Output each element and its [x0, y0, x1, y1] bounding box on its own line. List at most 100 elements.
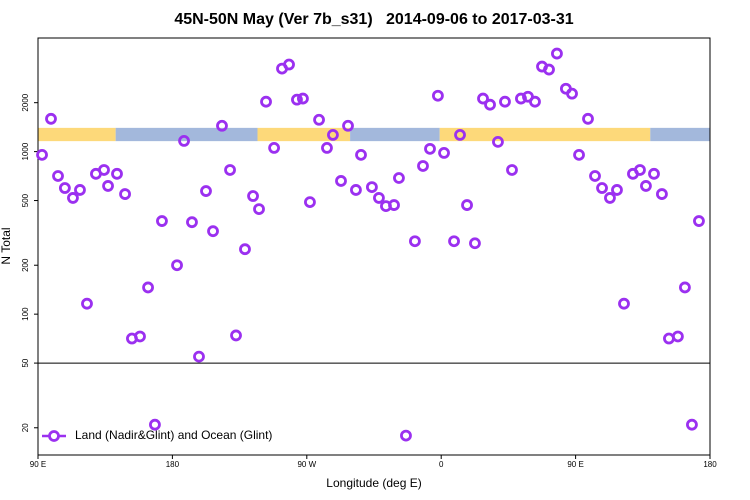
data-point	[388, 199, 400, 211]
data-point	[268, 142, 280, 154]
data-point	[67, 192, 79, 204]
data-point	[461, 199, 473, 211]
data-point	[74, 184, 86, 196]
data-point	[679, 281, 691, 294]
y-axis-label: N Total	[0, 227, 13, 264]
data-point	[52, 170, 64, 182]
data-point	[400, 429, 412, 442]
surface-band	[350, 127, 440, 142]
data-point	[304, 196, 316, 209]
data-point	[432, 89, 444, 102]
data-point	[551, 47, 563, 60]
data-point	[366, 181, 378, 193]
data-point	[149, 418, 161, 431]
data-point	[409, 235, 421, 248]
data-point	[515, 92, 527, 105]
data-point	[417, 160, 429, 172]
x-tick-label: 90 E	[30, 460, 46, 469]
data-point	[438, 146, 450, 159]
data-point	[247, 190, 259, 202]
data-point	[335, 175, 347, 187]
x-tick-label: 180	[166, 460, 180, 469]
data-point	[634, 164, 646, 176]
data-point	[596, 182, 608, 194]
data-point	[186, 216, 198, 229]
y-tick-label: 500	[21, 193, 30, 207]
surface-band	[257, 127, 351, 142]
x-axis-label: Longitude (deg E)	[326, 476, 421, 490]
data-point	[98, 164, 110, 176]
data-point	[178, 134, 190, 147]
data-point	[102, 180, 114, 192]
data-point	[58, 182, 71, 194]
data-point	[111, 167, 123, 180]
surface-band	[439, 127, 651, 142]
data-point	[350, 184, 362, 196]
data-point	[36, 148, 48, 161]
data-point	[313, 113, 325, 126]
data-point	[484, 98, 496, 111]
data-point	[283, 58, 295, 71]
data-point	[239, 243, 251, 256]
data-point	[393, 172, 405, 184]
data-point	[297, 92, 309, 105]
data-point	[589, 170, 601, 182]
y-tick-label: 1000	[21, 142, 30, 160]
x-tick-label: 0	[439, 460, 444, 469]
y-tick-label: 2000	[21, 93, 30, 111]
data-point	[582, 112, 594, 125]
data-point	[224, 164, 236, 176]
data-point	[604, 192, 616, 204]
data-point	[142, 281, 154, 294]
y-tick-label: 200	[21, 258, 30, 272]
data-point	[200, 185, 212, 197]
data-point	[529, 95, 541, 108]
x-tick-label: 90 E	[567, 460, 583, 469]
data-point	[81, 297, 93, 310]
data-point	[134, 330, 146, 343]
chart-title: 45N-50N May (Ver 7b_s31) 2014-09-06 to 2…	[174, 11, 573, 28]
data-point	[566, 87, 578, 100]
x-tick-label: 90 W	[297, 460, 316, 469]
data-point	[355, 148, 367, 161]
data-point	[611, 184, 623, 196]
data-point	[477, 92, 489, 105]
data-point	[230, 329, 242, 342]
data-point	[373, 192, 385, 204]
data-point	[207, 225, 219, 238]
data-point	[216, 119, 228, 132]
data-point	[648, 167, 660, 180]
plot-frame	[37, 37, 711, 456]
data-point	[506, 164, 518, 176]
data-point	[640, 180, 652, 192]
legend-label: Land (Nadir&Glint) and Ocean (Glint)	[75, 428, 272, 442]
surface-band	[650, 127, 710, 142]
data-point	[260, 95, 272, 108]
data-point	[573, 148, 585, 161]
x-tick-label: 180	[703, 460, 717, 469]
data-point	[618, 297, 630, 310]
data-point	[454, 129, 466, 141]
data-point	[492, 135, 504, 148]
data-point	[119, 188, 131, 200]
data-point	[156, 215, 168, 227]
data-point	[342, 119, 354, 132]
data-point	[499, 95, 511, 108]
data-point	[424, 142, 436, 155]
data-point	[663, 332, 675, 345]
data-point	[321, 142, 333, 154]
data-point	[45, 112, 57, 125]
data-point	[656, 188, 668, 200]
legend-marker	[48, 430, 60, 442]
data-point	[671, 330, 684, 343]
data-point	[253, 203, 265, 215]
y-tick-label: 100	[21, 307, 30, 321]
data-point	[327, 129, 339, 141]
data-point	[448, 235, 460, 248]
surface-band	[115, 127, 258, 142]
data-point	[469, 237, 481, 250]
data-point	[543, 63, 555, 76]
surface-band	[38, 127, 116, 142]
y-tick-label: 50	[21, 358, 30, 367]
